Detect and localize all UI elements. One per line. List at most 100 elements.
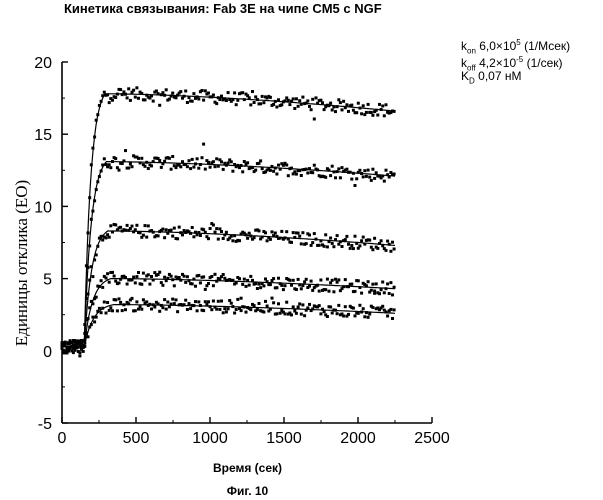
data-point xyxy=(227,91,230,94)
data-point xyxy=(272,103,275,106)
data-point xyxy=(119,226,122,229)
data-point xyxy=(290,241,293,244)
data-point xyxy=(121,309,124,312)
data-point xyxy=(175,298,178,301)
data-point xyxy=(248,96,251,99)
data-point xyxy=(202,228,205,231)
data-point xyxy=(188,96,191,99)
data-point xyxy=(204,168,207,171)
data-point xyxy=(109,306,112,309)
data-point xyxy=(376,247,379,250)
data-point xyxy=(365,284,368,287)
data-point xyxy=(235,103,238,106)
data-point xyxy=(363,243,366,246)
data-point xyxy=(339,176,342,179)
data-point xyxy=(186,101,189,104)
data-point xyxy=(347,110,350,113)
data-point xyxy=(305,242,308,245)
data-point xyxy=(264,278,267,281)
data-point xyxy=(363,169,366,172)
data-point xyxy=(98,285,101,288)
data-point xyxy=(362,307,365,310)
data-point xyxy=(134,281,137,284)
data-point xyxy=(251,279,254,282)
data-point xyxy=(388,243,391,246)
data-point xyxy=(116,93,119,96)
data-point xyxy=(64,341,67,344)
data-point xyxy=(152,231,155,234)
data-point xyxy=(393,308,396,311)
data-point xyxy=(385,103,388,106)
data-point xyxy=(233,234,236,237)
data-point xyxy=(90,163,93,166)
data-point xyxy=(96,180,99,183)
data-point xyxy=(310,280,313,283)
data-point xyxy=(246,237,249,240)
data-point xyxy=(261,167,264,170)
data-point xyxy=(391,317,394,320)
data-point xyxy=(191,158,194,161)
data-point xyxy=(150,275,153,278)
data-point xyxy=(269,169,272,172)
data-point xyxy=(124,149,127,152)
data-point xyxy=(118,297,121,300)
data-point xyxy=(140,157,143,160)
data-point xyxy=(262,311,265,314)
data-point xyxy=(108,281,111,284)
data-point xyxy=(199,234,202,237)
data-point xyxy=(74,346,77,349)
data-point xyxy=(282,288,285,291)
data-point xyxy=(275,106,278,109)
data-point xyxy=(98,175,101,178)
data-point xyxy=(108,101,111,104)
data-point xyxy=(336,312,339,315)
data-point xyxy=(122,159,125,162)
data-point xyxy=(95,188,98,191)
data-point xyxy=(171,278,174,281)
data-point xyxy=(266,305,269,308)
data-point xyxy=(303,314,306,317)
fit-line xyxy=(62,231,395,347)
data-point xyxy=(308,234,311,237)
data-point xyxy=(88,196,91,199)
data-point xyxy=(209,227,212,230)
data-point xyxy=(360,292,363,295)
data-point xyxy=(259,102,262,105)
data-point xyxy=(285,230,288,233)
data-point xyxy=(230,235,233,238)
data-point xyxy=(363,315,366,318)
data-point xyxy=(241,283,244,286)
data-point xyxy=(223,234,226,237)
data-point xyxy=(240,309,243,312)
data-point xyxy=(238,239,241,242)
data-point xyxy=(188,159,191,162)
data-point xyxy=(173,284,176,287)
data-point xyxy=(96,113,99,116)
data-point xyxy=(344,238,347,241)
data-point xyxy=(280,230,283,233)
data-point xyxy=(269,283,272,286)
data-point xyxy=(266,239,269,242)
data-point xyxy=(315,238,318,241)
data-point xyxy=(131,225,134,228)
data-point xyxy=(191,282,194,285)
data-point xyxy=(183,303,186,306)
data-point xyxy=(191,226,194,229)
data-point xyxy=(202,99,205,102)
data-point xyxy=(106,301,109,304)
data-point xyxy=(311,308,314,311)
data-point xyxy=(225,231,228,234)
data-point xyxy=(370,111,373,114)
data-point xyxy=(109,224,112,227)
data-point xyxy=(199,281,202,284)
data-point xyxy=(326,315,329,318)
data-point xyxy=(300,287,303,290)
data-point xyxy=(355,177,358,180)
data-point xyxy=(254,282,257,285)
data-point xyxy=(271,165,274,168)
data-point xyxy=(148,303,151,306)
data-point xyxy=(373,292,376,295)
data-point xyxy=(67,347,70,350)
data-point xyxy=(214,165,217,168)
data-point xyxy=(249,103,252,106)
